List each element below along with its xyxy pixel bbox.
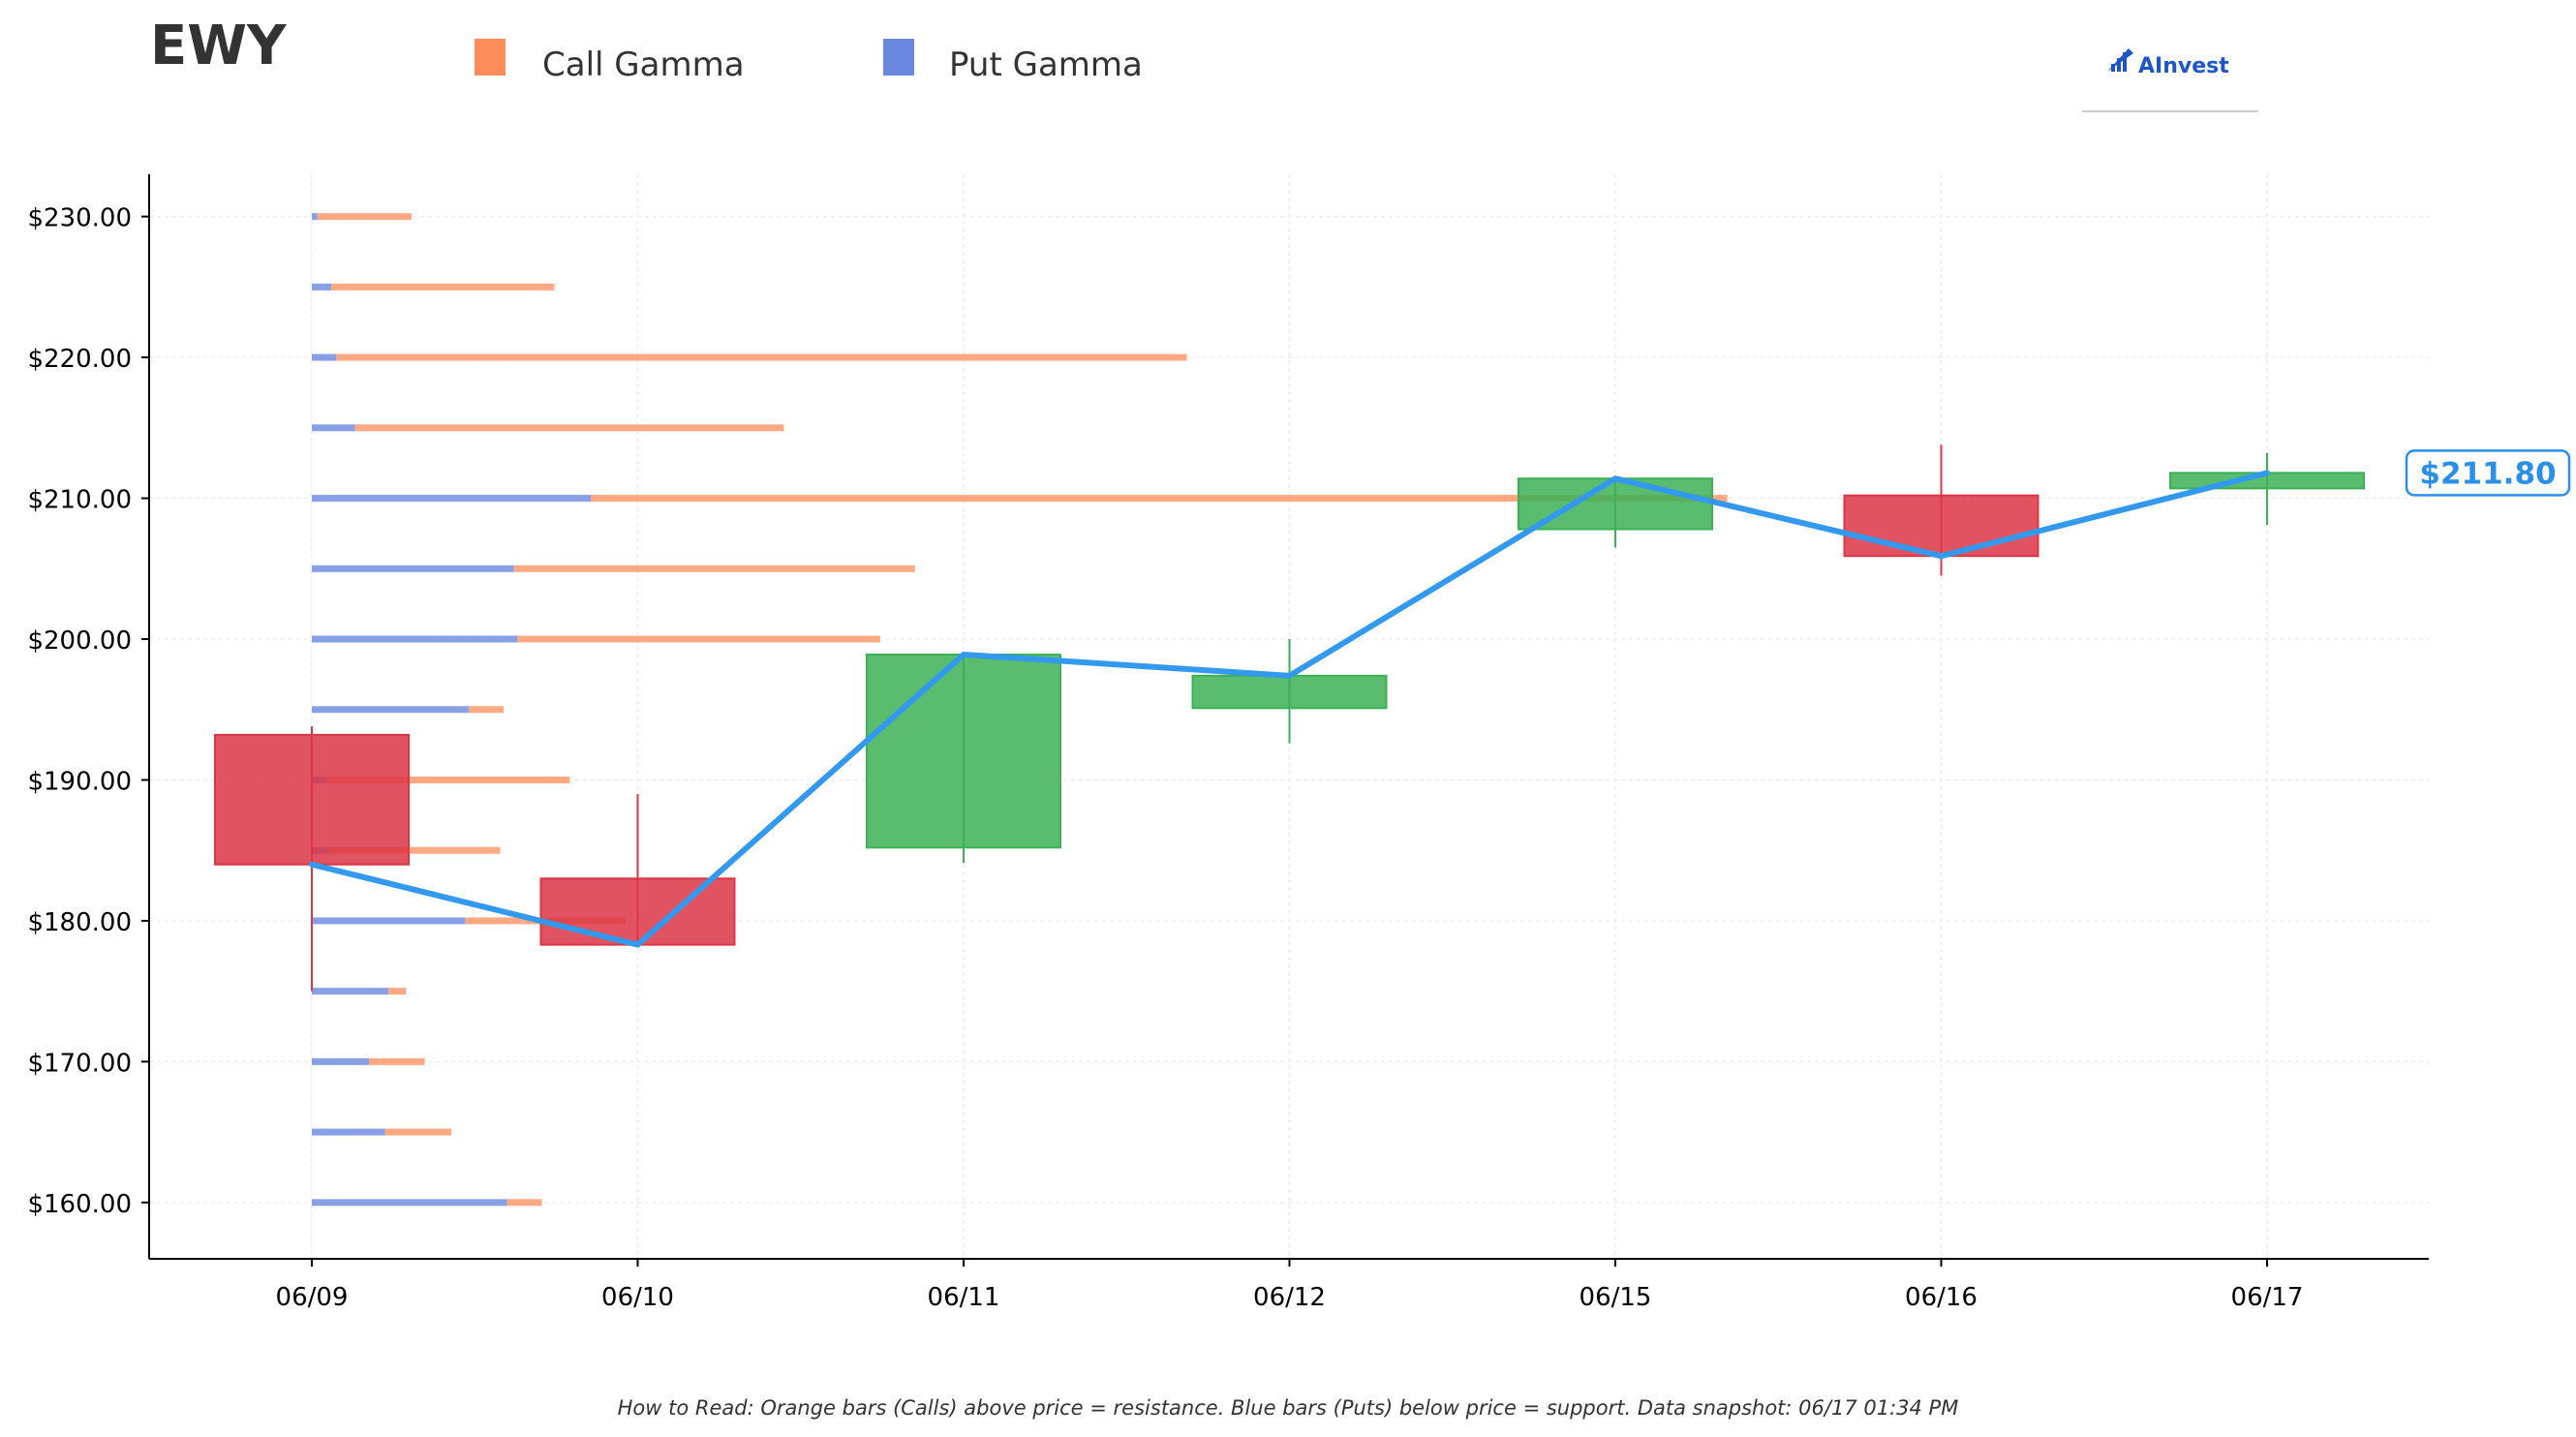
legend: Call Gamma Put Gamma bbox=[475, 39, 1143, 84]
chart-title: EWY bbox=[150, 15, 288, 77]
call-gamma-bar-225 bbox=[331, 283, 555, 290]
put-gamma-bar-170 bbox=[312, 1057, 370, 1065]
put-gamma-bar-195 bbox=[312, 706, 469, 714]
logo-text: AInvest bbox=[2138, 54, 2229, 78]
x-tick-label: 06/12 bbox=[1253, 1283, 1326, 1312]
call-gamma-bar-175 bbox=[388, 988, 407, 995]
x-tick-label: 06/10 bbox=[601, 1283, 674, 1312]
candle-body-06/09 bbox=[214, 733, 410, 866]
chart-bars-icon bbox=[2107, 48, 2133, 72]
call-gamma-bar-210 bbox=[591, 495, 1728, 503]
x-tick-label: 06/11 bbox=[928, 1283, 1000, 1312]
legend-label-call-gamma: Call Gamma bbox=[542, 46, 745, 84]
current-price-badge: $211.80 bbox=[2405, 449, 2571, 497]
y-tick-label: $210.00 bbox=[27, 486, 132, 515]
call-gamma-bar-165 bbox=[384, 1128, 451, 1136]
y-tick-label: $220.00 bbox=[27, 345, 132, 374]
put-gamma-bar-160 bbox=[312, 1199, 507, 1207]
put-gamma-bar-165 bbox=[312, 1128, 385, 1136]
put-gamma-bar-225 bbox=[312, 283, 332, 290]
call-gamma-bar-160 bbox=[506, 1199, 542, 1207]
current-price-label: $211.80 bbox=[2419, 456, 2556, 491]
footnote: How to Read: Orange bars (Calls) above p… bbox=[618, 1396, 1959, 1420]
y-tick-label: $190.00 bbox=[27, 767, 132, 796]
y-tick-label: $180.00 bbox=[27, 908, 132, 937]
y-tick-label: $200.00 bbox=[27, 627, 132, 656]
y-tick-label: $160.00 bbox=[27, 1190, 132, 1219]
candle-body-06/11 bbox=[866, 654, 1061, 849]
ainvest-logo: AInvest bbox=[2082, 48, 2258, 112]
call-gamma-bar-230 bbox=[317, 213, 412, 221]
x-axis-ticks: 06/09 06/10 06/11 06/12 06/15 06/16 06/17 bbox=[276, 1259, 2304, 1312]
call-gamma-bar-170 bbox=[369, 1057, 425, 1065]
legend-swatch-call-gamma bbox=[475, 39, 506, 76]
y-tick-label: $230.00 bbox=[27, 204, 132, 233]
candlesticks bbox=[214, 444, 2365, 992]
call-gamma-bar-195 bbox=[469, 706, 504, 714]
put-gamma-bar-210 bbox=[312, 495, 591, 503]
legend-swatch-put-gamma bbox=[883, 39, 914, 76]
close-price-polyline bbox=[309, 470, 2270, 948]
put-gamma-bar-215 bbox=[312, 424, 355, 432]
put-gamma-bar-200 bbox=[312, 635, 518, 643]
call-gamma-bar-215 bbox=[354, 424, 784, 432]
candle-body-06/16 bbox=[1843, 494, 2039, 558]
gamma-bars bbox=[312, 213, 1728, 1207]
legend-label-put-gamma: Put Gamma bbox=[949, 46, 1143, 84]
y-axis-ticks: $160.00 $170.00 $180.00 $190.00 $200.00 $210.… bbox=[27, 204, 149, 1219]
put-gamma-bar-230 bbox=[312, 213, 318, 221]
put-gamma-bar-180 bbox=[312, 917, 466, 925]
candle-body-06/12 bbox=[1191, 674, 1388, 710]
call-gamma-bar-185 bbox=[329, 846, 501, 854]
call-gamma-bar-200 bbox=[517, 635, 880, 643]
x-tick-label: 06/15 bbox=[1579, 1283, 1652, 1312]
y-tick-label: $170.00 bbox=[27, 1049, 132, 1078]
current-price-badge-box bbox=[2405, 449, 2571, 497]
put-gamma-bar-220 bbox=[312, 353, 337, 361]
candle-body-06/10 bbox=[539, 877, 736, 946]
put-gamma-bar-175 bbox=[312, 988, 389, 995]
x-tick-label: 06/17 bbox=[2231, 1283, 2304, 1312]
call-gamma-bar-190 bbox=[325, 776, 570, 783]
call-gamma-bar-205 bbox=[513, 565, 915, 572]
call-gamma-bar-220 bbox=[336, 353, 1187, 361]
put-gamma-bar-205 bbox=[312, 565, 514, 572]
x-tick-label: 06/16 bbox=[1905, 1283, 1978, 1312]
close-price-line bbox=[309, 470, 2270, 948]
x-tick-label: 06/09 bbox=[276, 1283, 349, 1312]
